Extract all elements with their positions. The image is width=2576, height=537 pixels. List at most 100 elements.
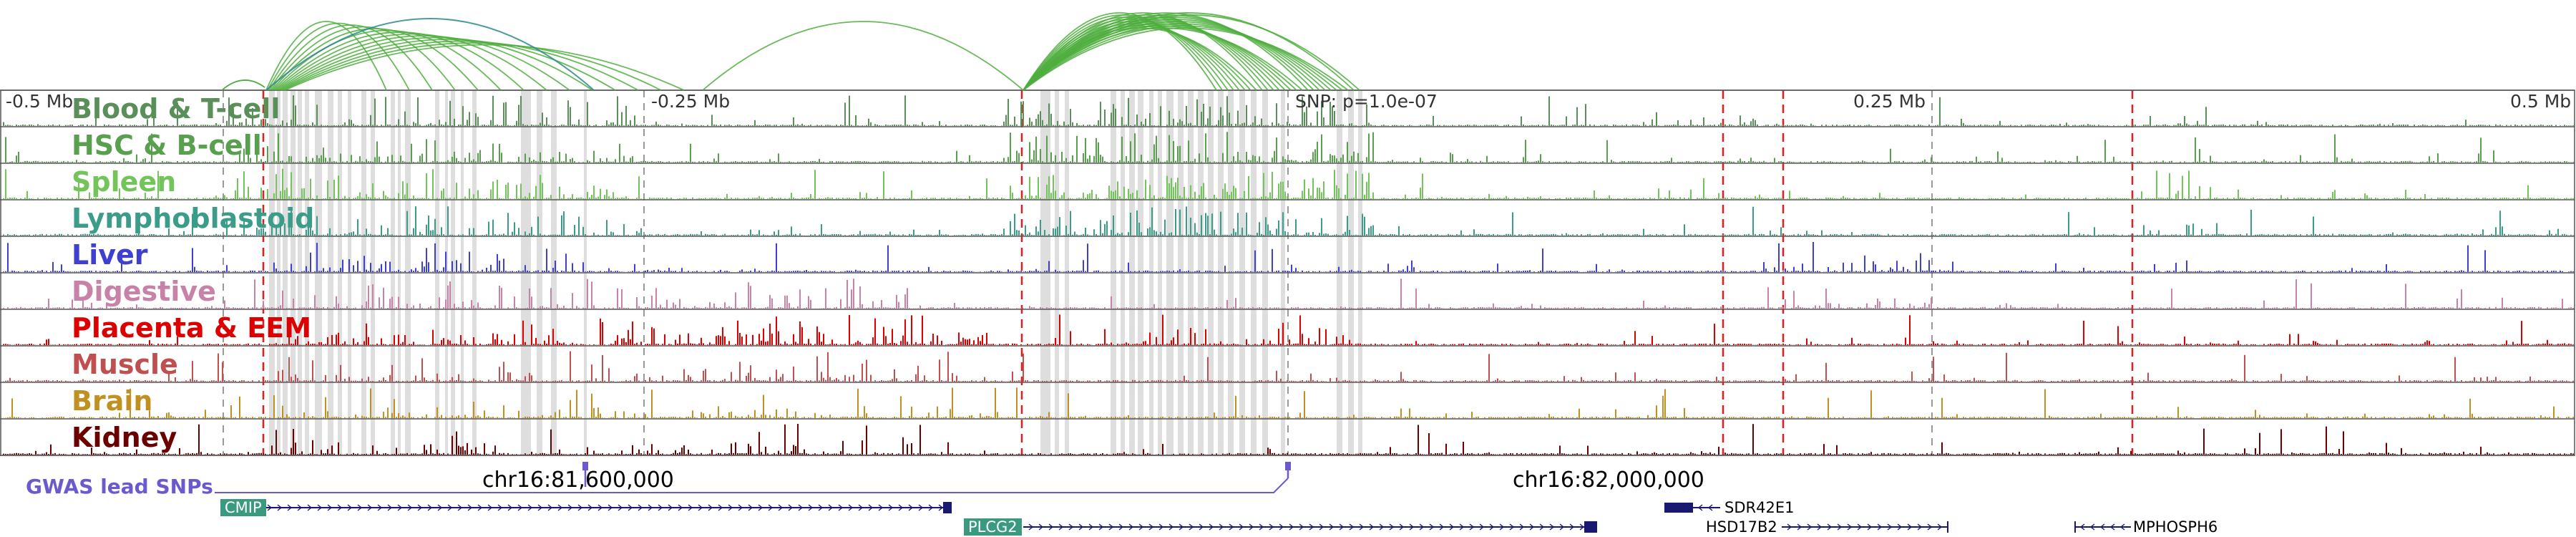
gene-plcg2-strand-arrow [1259,523,1264,531]
gene-cmip-strand-arrow [527,504,533,511]
gene-cmip-strand-arrow [818,504,824,511]
gene-plcg2-strand-arrow [1439,523,1445,531]
chromatin-loop [280,39,616,91]
track-label-muscle: Muscle [72,349,178,380]
track-label-hsc-bcell: HSC & B-cell [72,130,262,161]
gwas-snp-marker [1285,462,1291,470]
gene-plcg2-strand-arrow [1379,523,1385,531]
gene-plcg2-strand-arrow [1249,523,1254,531]
chromatin-loop [1023,12,1309,91]
gene-cmip-strand-arrow [908,504,914,511]
chromatin-loop [265,18,595,91]
gene-cmip-strand-arrow [357,504,363,511]
gene-hsd17b2-strand-arrow [1817,523,1823,531]
gene-label-mphosph6: MPHOSPH6 [2133,518,2218,536]
snp-pvalue-label: SNP: p=1.0e-07 [1295,91,1438,112]
gene-plcg2-strand-arrow [1128,523,1134,531]
gene-cmip-strand-arrow [567,504,573,511]
chromatin-loop [1023,16,1320,91]
gene-plcg2-strand-arrow [1239,523,1244,531]
gene-cmip-strand-arrow [587,504,593,511]
axis-tick-minus-0-25mb: -0.25 Mb [651,91,731,112]
gene-mphosph6-strand-arrow [2109,523,2115,531]
gene-cmip-strand-arrow [437,504,443,511]
gene-plcg2-strand-arrow [1038,523,1044,531]
gene-hsd17b2-strand-arrow [1927,523,1933,531]
gene-cmip-strand-arrow [668,504,673,511]
track-label-placenta: Placenta & EEM [72,312,312,344]
gene-plcg2-strand-arrow [1299,523,1304,531]
gene-cmip-strand-arrow [497,504,503,511]
gene-plcg2-strand-arrow [1549,523,1555,531]
chromatin-loop [1023,12,1263,91]
gene-plcg2-strand-arrow [1509,523,1515,531]
track-label-spleen: Spleen [72,166,177,198]
gene-cmip-strand-arrow [918,504,924,511]
gene-plcg2-strand-arrow [1329,523,1335,531]
chromatin-loop [1023,14,1314,91]
gene-cmip-strand-arrow [648,504,653,511]
chromatin-loop [277,35,570,91]
tracks-frame [0,90,2575,456]
gene-plcg2-strand-arrow [1409,523,1415,531]
gwas-track-label: GWAS lead SNPs [26,475,213,498]
gene-cmip-strand-arrow [738,504,743,511]
gene-cmip-strand-arrow [838,504,844,511]
chromatin-loop [1023,27,1349,91]
track-label-blood-tcell: Blood & T-cell [72,93,280,125]
chromatin-loop [1023,12,1217,91]
gene-cmip-strand-arrow [577,504,583,511]
gene-cmip-strand-arrow [397,504,403,511]
gene-hsd17b2-strand-arrow [1897,523,1903,531]
gene-plcg2-strand-arrow [1279,523,1284,531]
gene-cmip-strand-arrow [698,504,703,511]
gene-plcg2-strand-arrow [1088,523,1094,531]
gene-cmip-strand-arrow [828,504,834,511]
gene-plcg2-strand-arrow [1148,523,1154,531]
track-label-lymphoblastoid: Lymphoblastoid [72,203,315,234]
gene-plcg2-strand-arrow [1118,523,1124,531]
signal-profile-digestive [0,279,2575,309]
gene-plcg2-strand-arrow [1339,523,1345,531]
signal-profile-hsc-b-cell [0,132,2575,163]
chromatin-loop [270,26,456,91]
gene-cmip-strand-arrow [608,504,613,511]
gene-cmip-strand-arrow [307,504,313,511]
gene-hsd17b2-strand-arrow [1937,523,1943,531]
gene-cmip-strand-arrow [638,504,643,511]
chromatin-loop [278,37,593,91]
gene-cmip-strand-arrow [768,504,774,511]
gene-cmip-strand-arrow [317,504,323,511]
gene-cmip-strand-arrow [888,504,894,511]
gene-plcg2-strand-arrow [1058,523,1064,531]
gene-plcg2-strand-arrow [1489,523,1495,531]
gene-plcg2-strand-arrow [1179,523,1184,531]
gene-hsd17b2-strand-arrow [1787,523,1792,531]
gene-cmip-strand-arrow [297,504,303,511]
gene-plcg2-strand-arrow [1569,523,1575,531]
gene-hsd17b2-strand-arrow [1877,523,1883,531]
gene-hsd17b2-strand-arrow [1887,523,1893,531]
gene-plcg2-strand-arrow [1309,523,1314,531]
gene-hsd17b2-strand-arrow [1917,523,1923,531]
gene-hsd17b2-strand-arrow [1867,523,1873,531]
gene-cmip-strand-arrow [477,504,483,511]
gwas-snp-marker [582,462,588,470]
track-label-brain: Brain [72,385,153,417]
gene-plcg2-strand-arrow [1469,523,1475,531]
gene-cmip-strand-arrow [467,504,473,511]
chromatin-loop [221,79,265,91]
chromatin-loop [283,42,662,91]
axis-tick-minus-0-5mb: -0.5 Mb [6,91,74,112]
gene-cmip-strand-arrow [277,504,283,511]
gene-cmip-strand-arrow [798,504,804,511]
chromatin-loop [271,28,479,91]
gene-plcg2-strand-arrow [1269,523,1274,531]
gene-hsd17b2-strand-arrow [1827,523,1833,531]
gene-cmip-strand-arrow [628,504,633,511]
gene-plcg2-strand-arrow [1389,523,1395,531]
gene-cmip-strand-arrow [898,504,904,511]
gene-cmip-strand-arrow [928,504,934,511]
gene-plcg2-exon [1584,521,1597,533]
